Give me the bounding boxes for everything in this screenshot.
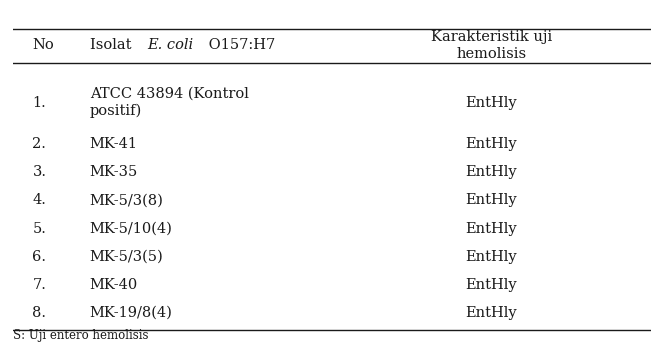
Text: MK-41: MK-41 xyxy=(90,137,137,151)
Text: 3.: 3. xyxy=(33,165,46,180)
Text: 8.: 8. xyxy=(33,306,46,320)
Text: EntHly: EntHly xyxy=(465,250,517,264)
Text: Karakteristik uji
hemolisis: Karakteristik uji hemolisis xyxy=(431,30,552,61)
Text: EntHly: EntHly xyxy=(465,278,517,292)
Text: MK-19/8(4): MK-19/8(4) xyxy=(90,306,173,320)
Text: EntHly: EntHly xyxy=(465,165,517,180)
Text: 1.: 1. xyxy=(33,95,46,109)
Text: O157:H7: O157:H7 xyxy=(204,38,276,52)
Text: 4.: 4. xyxy=(33,194,46,207)
Text: EntHly: EntHly xyxy=(465,137,517,151)
Text: ATCC 43894 (Kontrol
positif): ATCC 43894 (Kontrol positif) xyxy=(90,87,248,118)
Text: S: Uji entero hemolisis: S: Uji entero hemolisis xyxy=(13,328,149,341)
Text: Isolat: Isolat xyxy=(90,38,136,52)
Text: EntHly: EntHly xyxy=(465,306,517,320)
Text: MK-5/3(8): MK-5/3(8) xyxy=(90,194,163,207)
Text: 6.: 6. xyxy=(33,250,46,264)
Text: 7.: 7. xyxy=(33,278,46,292)
Text: 2.: 2. xyxy=(33,137,46,151)
Text: EntHly: EntHly xyxy=(465,194,517,207)
Text: MK-40: MK-40 xyxy=(90,278,138,292)
Text: No: No xyxy=(33,38,54,52)
Text: 5.: 5. xyxy=(33,221,46,235)
Text: MK-5/10(4): MK-5/10(4) xyxy=(90,221,173,235)
Text: E. coli: E. coli xyxy=(147,38,193,52)
Text: EntHly: EntHly xyxy=(465,95,517,109)
Text: EntHly: EntHly xyxy=(465,221,517,235)
Text: MK-35: MK-35 xyxy=(90,165,138,180)
Text: MK-5/3(5): MK-5/3(5) xyxy=(90,250,163,264)
